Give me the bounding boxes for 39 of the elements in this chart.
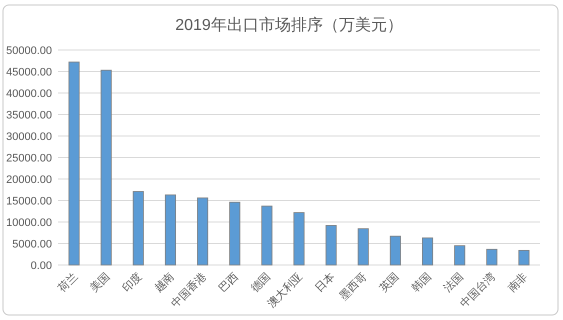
bar xyxy=(197,198,208,266)
x-tick-label: 法国 xyxy=(441,270,466,295)
x-tick-label: 巴西 xyxy=(216,270,241,295)
x-tick-label: 南非 xyxy=(505,270,530,295)
bar xyxy=(261,206,272,266)
bar xyxy=(390,236,401,266)
y-tick-label: 45000.00 xyxy=(6,66,52,78)
y-tick-label: 35000.00 xyxy=(6,110,52,122)
x-tick-label: 韩国 xyxy=(408,270,434,295)
x-tick-label: 墨西哥 xyxy=(338,270,370,302)
bar xyxy=(454,245,466,266)
y-tick-label: 5000.00 xyxy=(12,238,52,250)
x-tick-label: 日本 xyxy=(312,270,338,295)
bar xyxy=(164,194,176,266)
x-tick-label: 美国 xyxy=(88,270,112,295)
chart-title: 2019年出口市场排序（万美元） xyxy=(175,16,403,34)
x-tick-label: 英国 xyxy=(376,270,402,295)
y-tick-label: 25000.00 xyxy=(6,152,52,164)
bar xyxy=(100,70,112,266)
bar xyxy=(293,212,305,266)
y-tick-label: 50000.00 xyxy=(6,45,52,57)
bar xyxy=(358,228,369,266)
y-tick-label: 40000.00 xyxy=(6,88,52,100)
bar xyxy=(132,191,144,266)
bar xyxy=(68,62,80,266)
bar xyxy=(518,250,530,266)
x-tick-label: 印度 xyxy=(120,270,144,295)
bar xyxy=(326,225,337,266)
x-tick-label: 荷兰 xyxy=(55,270,80,295)
y-tick-label: 0.00 xyxy=(30,260,52,272)
bar xyxy=(422,238,434,266)
x-tick-label: 德国 xyxy=(248,270,273,295)
bar xyxy=(486,248,498,266)
x-tick-label: 越南 xyxy=(152,270,177,295)
y-tick-label: 20000.00 xyxy=(6,174,52,186)
y-tick-label: 15000.00 xyxy=(6,196,52,208)
y-tick-label: 30000.00 xyxy=(6,131,52,143)
y-tick-label: 10000.00 xyxy=(6,217,52,229)
bar xyxy=(229,202,240,266)
